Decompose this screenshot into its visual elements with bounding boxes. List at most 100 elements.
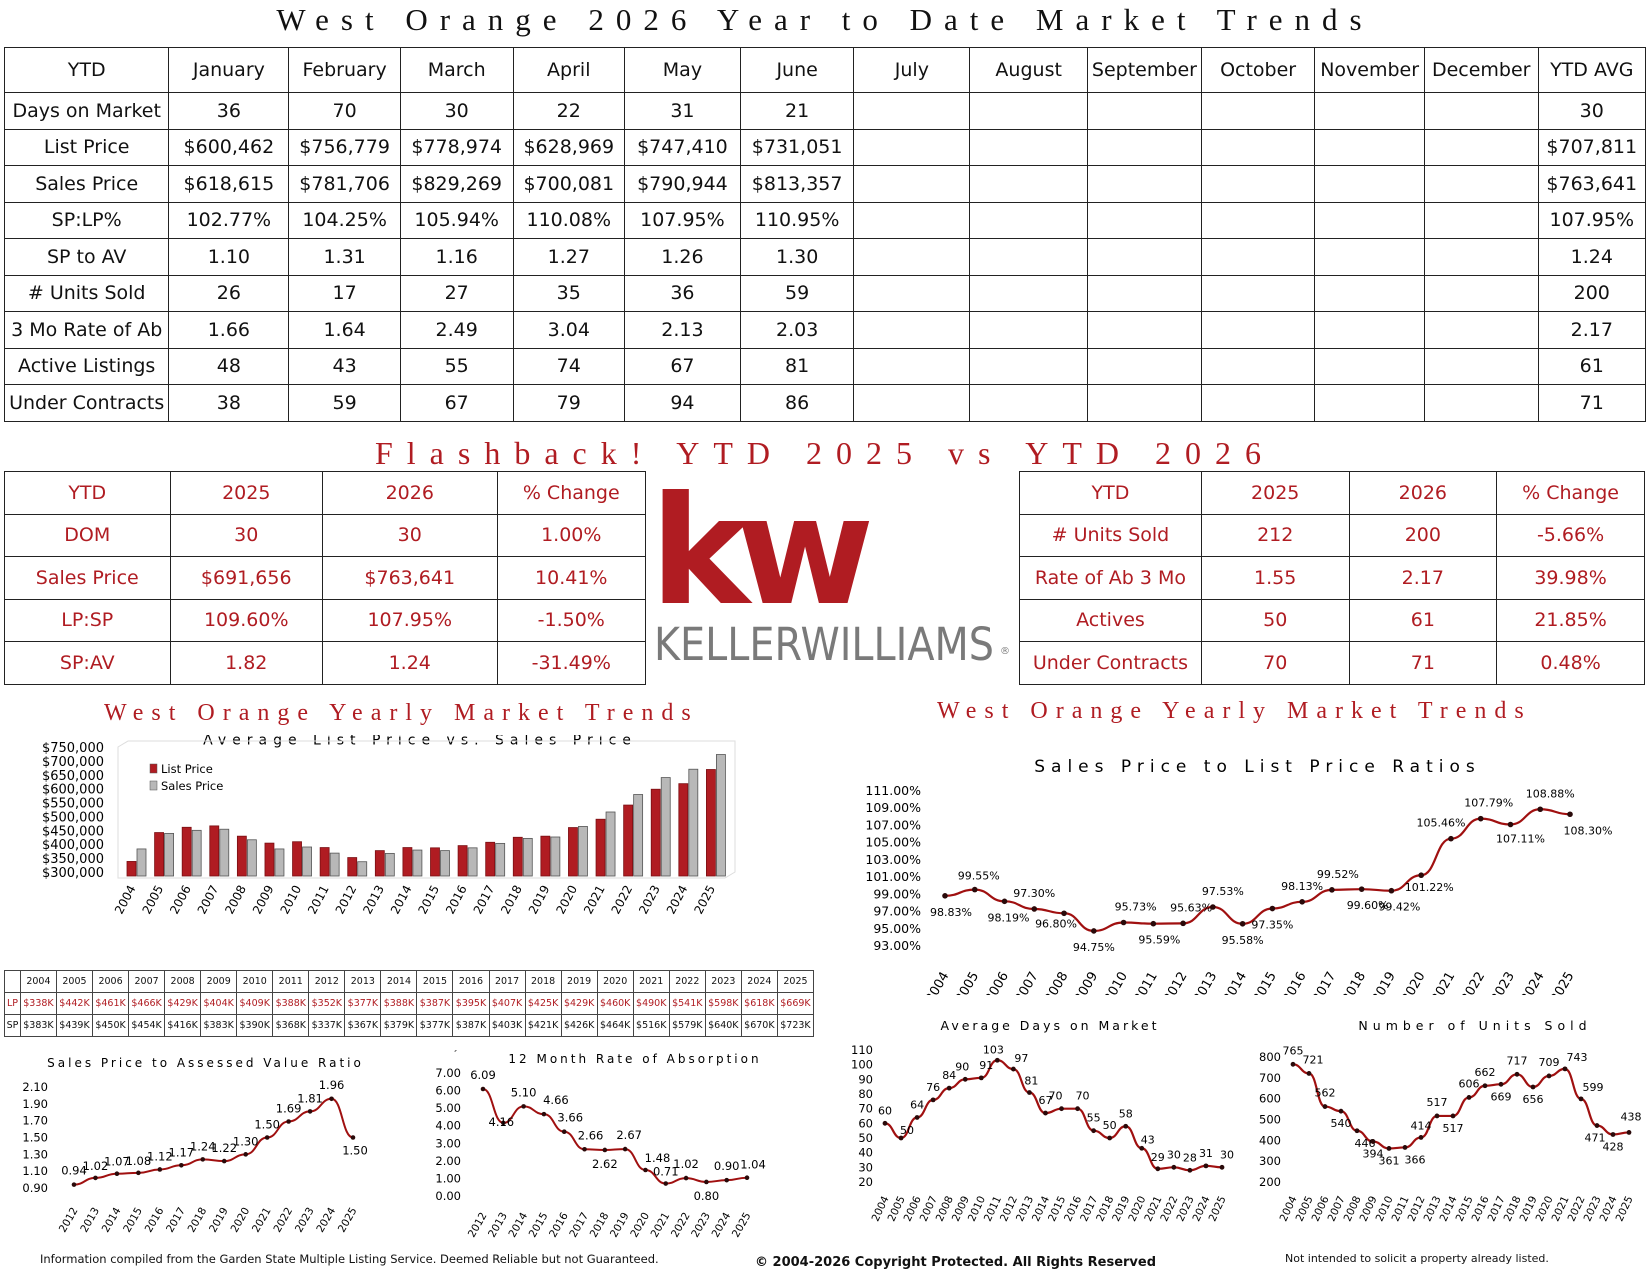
data-point [1139, 1145, 1145, 1151]
ytd-cell [1087, 238, 1202, 276]
ytd-row-label: SP:LP% [3, 201, 170, 239]
footer-copyright: © 2004-2026 Copyright Protected. All Rig… [755, 1255, 1157, 1270]
data-label: 662 [1475, 1066, 1496, 1079]
ytd-header-cell: September [1087, 47, 1202, 93]
line-y-tick: 80 [858, 1087, 873, 1101]
data-point [1091, 1128, 1097, 1134]
ytd-cell [969, 201, 1089, 239]
ytd-cell: 1.26 [624, 238, 741, 276]
data-label: 1.69 [276, 1102, 302, 1116]
lpsp-lp-label: LP [4, 992, 21, 1015]
bar-y-tick: $750,000 [42, 741, 104, 756]
list-price-bar [374, 850, 385, 877]
ytd-cell: $747,410 [624, 128, 741, 166]
data-point [1370, 1139, 1376, 1144]
list-price-bar [292, 841, 302, 877]
lpsp-sp-cell: $640K [704, 1014, 742, 1037]
flashback-row: # Units Sold 212 200 -5.66% [1019, 513, 1645, 557]
data-point [946, 1085, 952, 1091]
data-point [971, 886, 978, 893]
ytd-cell [1200, 347, 1316, 385]
line-y-tick: 90 [858, 1072, 873, 1086]
ytd-row-label: List Price [3, 128, 170, 166]
lpsp-sp-row: SP $383K $439K $450K $454K $416K $383K $390K $36… [4, 1014, 815, 1037]
ytd-avg-cell: 2.17 [1537, 311, 1647, 349]
ytd-cell: 94 [624, 384, 741, 422]
data-point [1562, 1066, 1568, 1072]
data-label: 58 [1119, 1107, 1133, 1120]
keller-williams-logo: kw KELLERWILLIAMS ® [650, 465, 1012, 671]
line-y-tick: 70 [858, 1102, 873, 1116]
ytd-avg-cell: 107.95% [1537, 201, 1647, 239]
data-point [561, 1129, 567, 1134]
data-label: 540 [1331, 1117, 1352, 1130]
lpsp-lp-cell: $387K [416, 992, 454, 1015]
ytd-avg-cell: 61 [1537, 347, 1647, 385]
lpsp-year-row: 2004 2005 2006 2007 2008 2009 2010 2011 2012 2013… [4, 970, 815, 993]
data-label: 70 [1076, 1090, 1090, 1103]
lpsp-sp-cell: $403K [488, 1014, 526, 1037]
data-label: 1.48 [645, 1151, 671, 1165]
list-price-bar [568, 827, 578, 877]
flashback-row-label: SP:AV [4, 641, 171, 685]
flashback-cell: 1.82 [169, 641, 323, 685]
data-point [962, 1076, 968, 1082]
ytd-header-cell: February [288, 47, 401, 93]
data-label: 438 [1621, 1110, 1642, 1123]
kw-logo-mark: kw KELLERWILLIAMS ® [650, 465, 1010, 671]
ytd-cell: 3.04 [512, 311, 626, 349]
data-label: 1.02 [83, 1159, 109, 1173]
ytd-cell: 107.95% [624, 201, 741, 239]
ytd-cell: 35 [512, 274, 626, 312]
data-label: 1.02 [673, 1157, 699, 1171]
data-label: 95.73% [1115, 900, 1157, 913]
line-x-tick: 2019 [207, 1206, 231, 1235]
sales-price-bar [246, 839, 257, 877]
line-y-tick: 0.00 [435, 1189, 461, 1203]
ytd-cell [1423, 165, 1539, 203]
line-x-tick: 2017 [1310, 970, 1340, 996]
data-label: 517 [1427, 1096, 1448, 1109]
flashback-cell: 21.85% [1496, 598, 1645, 642]
ytd-cell: 27 [399, 274, 514, 312]
data-label: 96.80% [1035, 917, 1077, 930]
lpsp-sp-cell: $377K [416, 1014, 454, 1037]
data-point [1010, 1066, 1016, 1072]
legend-swatch [149, 780, 158, 791]
bar-x-tick: 2018 [498, 883, 525, 917]
flashback-header-cell: 2026 [321, 471, 498, 515]
flashback-cell: 71 [1348, 641, 1498, 685]
ytd-cell: 59 [288, 384, 401, 422]
ytd-cell [1200, 92, 1316, 130]
data-point [914, 1115, 920, 1120]
footer-source: Information compiled from the Garden Sta… [40, 1252, 659, 1266]
ytd-cell: $628,969 [512, 128, 626, 166]
flashback-cell: 1.00% [496, 513, 647, 557]
lpsp-sp-cell: $723K [776, 1014, 815, 1037]
data-label: 99.42% [1378, 901, 1420, 914]
line-y-tick: 2.10 [22, 1080, 48, 1094]
sales-price-bar [274, 848, 285, 877]
line-y-tick: 800 [1259, 1050, 1281, 1064]
data-label: 517 [1443, 1122, 1464, 1135]
data-label: 599 [1583, 1081, 1604, 1094]
ytd-header-cell: June [739, 47, 855, 93]
data-point [1402, 1145, 1408, 1150]
ytd-cell: $813,357 [739, 165, 855, 203]
data-point [1150, 920, 1157, 927]
data-label: 1.50 [342, 1144, 368, 1158]
ytd-row-label: Active Listings [3, 347, 170, 385]
data-point [582, 1146, 587, 1152]
line-y-tick: 100 [851, 1058, 873, 1072]
line-x-tick: 2025 [730, 1211, 754, 1240]
line-y-tick: 1.30 [22, 1147, 48, 1161]
line-x-tick: 2014 [1221, 970, 1251, 996]
data-label: 709 [1539, 1056, 1560, 1069]
line-y-tick: 40 [858, 1146, 873, 1160]
data-point [1061, 910, 1067, 917]
ytd-cell [1423, 384, 1539, 422]
list-price-bar [347, 857, 358, 877]
data-point [1594, 1123, 1600, 1128]
bar-x-tick: 2010 [277, 883, 304, 917]
ytd-cell [1314, 201, 1425, 239]
